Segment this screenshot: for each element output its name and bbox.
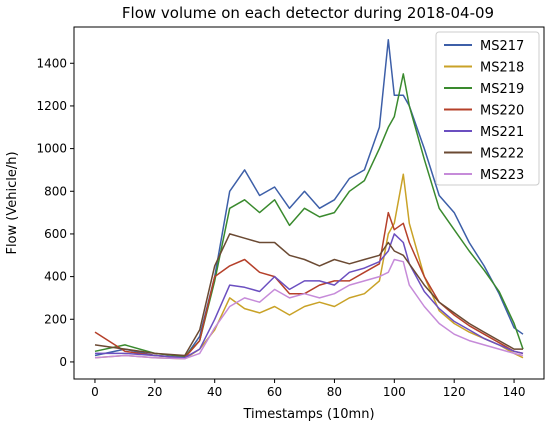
series-line-ms222: [94, 233, 523, 357]
legend-box: [435, 31, 540, 186]
x-axis-label: Timestamps (10mn): [242, 407, 374, 422]
legend: MS217 MS218 MS219 MS220 MS221 MS222 MS223: [435, 31, 540, 186]
y-tick-label: 1200: [36, 99, 67, 113]
x-tick-label: 20: [147, 385, 162, 399]
x-tick-label: 0: [91, 385, 99, 399]
y-axis-label: Flow (Vehicle/h): [5, 151, 20, 254]
plot-frame: [73, 26, 545, 380]
chart-title: Flow volume on each detector during 2018…: [122, 4, 494, 22]
legend-label: MS220: [480, 104, 524, 119]
legend-label: MS223: [480, 168, 524, 183]
plot-area: [73, 26, 545, 380]
y-tick-label: 800: [44, 184, 67, 198]
y-tick-label: 0: [59, 355, 67, 369]
x-tick-label: 80: [327, 385, 342, 399]
x-tick-label: 100: [383, 385, 406, 399]
x-tick-label: 120: [443, 385, 466, 399]
y-axis: 0 200 400 600 800 1000 1200 1400: [36, 56, 74, 369]
series-line-ms223: [94, 258, 524, 360]
legend-label: MS218: [480, 61, 524, 76]
series-line-ms221: [95, 233, 524, 359]
x-tick-label: 60: [267, 385, 282, 399]
y-tick-label: 200: [44, 312, 67, 326]
legend-label: MS222: [480, 147, 524, 162]
y-tick-label: 400: [44, 270, 67, 284]
legend-label: MS219: [480, 82, 524, 97]
series-layer: [94, 39, 524, 360]
x-axis: 0 20 40 60 80 100 120 140: [91, 379, 526, 399]
x-tick-label: 140: [503, 385, 526, 399]
series-line-ms220: [94, 211, 524, 359]
x-tick-label: 40: [207, 385, 222, 399]
series-line-ms218: [94, 173, 524, 360]
legend-label: MS221: [480, 125, 524, 140]
y-tick-label: 1000: [36, 142, 67, 156]
y-tick-label: 1400: [36, 56, 67, 70]
legend-label: MS217: [480, 39, 524, 54]
y-tick-label: 600: [44, 227, 67, 241]
